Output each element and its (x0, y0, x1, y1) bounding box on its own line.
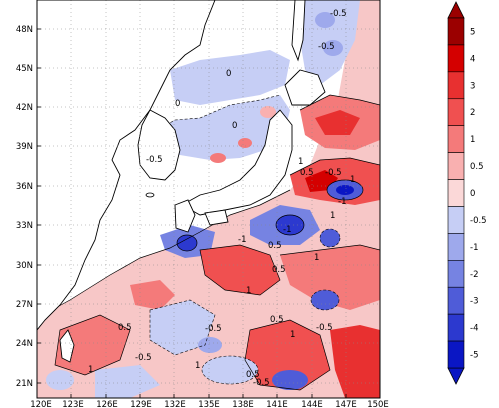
shaded-field (37, 0, 380, 398)
colorbar-label: 0 (470, 189, 475, 199)
contour-label: 1 (246, 286, 251, 296)
contour-label: 0.5 (300, 168, 314, 178)
contour-label: 1 (298, 157, 303, 167)
colorbar-label: -3 (470, 297, 478, 307)
lat-tick-label: 45N (16, 64, 33, 74)
lat-tick-label: 39N (16, 142, 33, 152)
lon-tick-label: 138E (232, 400, 254, 408)
colorbar-label: 3 (470, 81, 475, 91)
lon-tick-label: 150E (367, 400, 389, 408)
contour-label: 1 (314, 253, 319, 263)
colorbar-label: 4 (470, 54, 475, 64)
colorbar-swatch (447, 98, 465, 126)
colorbar-swatch (447, 179, 465, 207)
contour-label: 1 (195, 361, 200, 371)
contour-label: 0.5 (272, 265, 286, 275)
lon-tick-label: 141E (266, 400, 288, 408)
contour-labels: -0.5 -0.5 0 0 -0.5 0 0.5 1 1 -0.5 -1 1 -… (88, 9, 355, 388)
lat-tick-label: 21N (16, 379, 33, 389)
contour-label: 0.5 (268, 241, 282, 251)
colorbar-swatch (447, 313, 465, 342)
colorbar-label: -0.5 (470, 216, 487, 226)
contour-label: -0.5 (316, 323, 333, 333)
contour-label: -1 (338, 197, 346, 207)
colorbar-bottom-triangle (447, 367, 465, 385)
lon-tick-label: 126E (96, 400, 118, 408)
lon-tick-label: 144E (301, 400, 323, 408)
lat-tick-label: 33N (16, 221, 33, 231)
coastlines (37, 0, 326, 363)
contour-label: -0.5 (146, 155, 163, 165)
plot-frame (36, 0, 381, 399)
longitude-axis: 120E 123E 126E 129E 132E 135E 138E 141E … (30, 394, 389, 408)
contour-label: -0.5 (330, 9, 347, 19)
colorbar-label: -4 (470, 324, 478, 334)
contour-label: -1 (283, 225, 291, 235)
colorbar-swatch (447, 71, 465, 100)
lat-tick-label: 42N (16, 103, 33, 113)
contour-label: -0.5 (325, 168, 342, 178)
contour-label: 0.5 (270, 315, 284, 325)
lat-tick-label: 24N (16, 339, 33, 349)
colorbar-swatch (447, 206, 465, 234)
contour-label: -0.5 (253, 378, 270, 388)
lat-tick-label: 48N (16, 25, 33, 35)
lon-tick-label: 123E (62, 400, 84, 408)
colorbar-label: -1 (470, 243, 478, 253)
colorbar-swatch (447, 260, 465, 288)
contour-label: -1 (238, 235, 246, 245)
colorbar-label: 2 (470, 108, 475, 118)
colorbar-swatch (447, 286, 465, 315)
lat-tick-label: 30N (16, 261, 33, 271)
lat-tick-label: 36N (16, 182, 33, 192)
colorbar-label: 5 (470, 27, 475, 37)
colorbar: 5 4 3 2 1 0.5 0 -0.5 -1 -2 -3 -4 -5 (447, 1, 487, 385)
lat-tick-label: 27N (16, 300, 33, 310)
colorbar-swatch (447, 233, 465, 261)
contour-label: 1 (290, 330, 295, 340)
contour-label: 0.5 (118, 323, 132, 333)
colorbar-label: 0.5 (470, 162, 484, 172)
contour-label: 0 (226, 69, 231, 79)
colorbar-swatch (447, 340, 465, 369)
latitude-axis: 48N 45N 42N 39N 36N 33N 30N 27N 24N 21N (16, 25, 41, 389)
colorbar-top-triangle (447, 1, 465, 19)
contour-label: 1 (330, 211, 335, 221)
colorbar-swatch (447, 17, 465, 46)
contour-label: 0 (175, 99, 180, 109)
contour-label: -0.5 (135, 353, 152, 363)
colorbar-label: -5 (470, 351, 478, 361)
lon-tick-label: 129E (130, 400, 152, 408)
colorbar-label: 1 (470, 135, 475, 145)
contour-label: 1 (88, 365, 93, 375)
colorbar-label: -2 (470, 270, 478, 280)
colorbar-swatch (447, 125, 465, 153)
lon-tick-label: 147E (335, 400, 357, 408)
lon-tick-label: 132E (164, 400, 186, 408)
contour-label: 0 (232, 121, 237, 131)
contour-label: 0.5 (246, 370, 260, 380)
colorbar-swatch (447, 152, 465, 180)
lon-tick-label: 120E (30, 400, 52, 408)
contour-label: -0.5 (318, 42, 335, 52)
contour-label: 1 (350, 175, 355, 185)
colorbar-swatch (447, 44, 465, 73)
lon-tick-label: 135E (198, 400, 220, 408)
contour-label: -0.5 (205, 324, 222, 334)
